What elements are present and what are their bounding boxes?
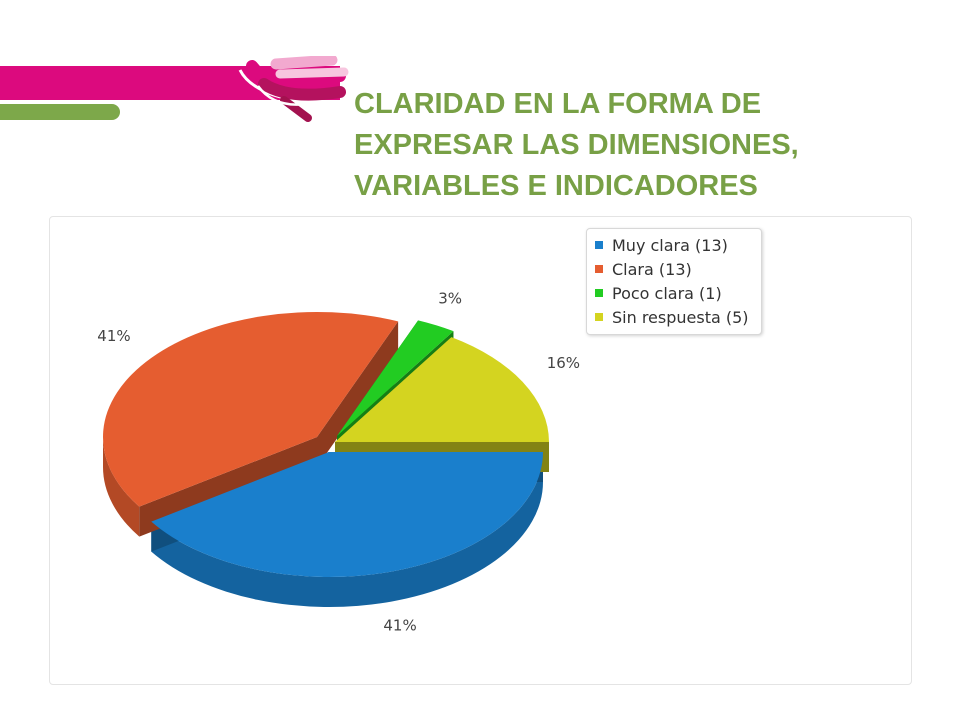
pie-slice-muy-clara bbox=[151, 452, 543, 577]
legend-item-sin-respuesta: Sin respuesta (5) bbox=[587, 305, 761, 329]
chart-legend: Muy clara (13) Clara (13) Poco clara (1)… bbox=[586, 228, 762, 335]
legend-label: Sin respuesta (5) bbox=[612, 307, 749, 327]
pie-label-sin-respuesta: 16% bbox=[547, 354, 580, 372]
legend-item-muy-clara: Muy clara (13) bbox=[587, 233, 761, 257]
legend-swatch bbox=[595, 313, 603, 321]
chart-panel: 41% 41% 3% 16% Muy clara (13) Clara (13) Po… bbox=[49, 216, 912, 685]
legend-label: Clara (13) bbox=[612, 259, 692, 279]
pie-label-clara: 41% bbox=[97, 327, 130, 345]
legend-item-poco-clara: Poco clara (1) bbox=[587, 281, 761, 305]
legend-swatch bbox=[595, 289, 603, 297]
title-line-1: CLARIDAD EN LA FORMA DE bbox=[354, 88, 762, 120]
pie-side-muy-clara bbox=[151, 452, 543, 607]
legend-label: Muy clara (13) bbox=[612, 235, 728, 255]
slide-title: CLARIDAD EN LA FORMA DE EXPRESAR LAS DIM… bbox=[354, 84, 914, 207]
header-green-bar bbox=[0, 104, 120, 120]
title-line-3: VARIABLES E INDICADORES bbox=[354, 170, 758, 202]
pie-side-clara bbox=[103, 437, 140, 537]
pie-label-muy-clara: 41% bbox=[383, 616, 416, 634]
legend-item-clara: Clara (13) bbox=[587, 257, 761, 281]
pie-slice-poco-clara bbox=[337, 320, 454, 436]
pie-slice-sin-respuesta bbox=[335, 337, 549, 442]
pie-chart: 41% 41% 3% 16% bbox=[97, 290, 580, 635]
pie-side-clara-edge bbox=[317, 321, 399, 467]
legend-swatch bbox=[595, 241, 603, 249]
legend-label: Poco clara (1) bbox=[612, 283, 722, 303]
title-line-2: EXPRESAR LAS DIMENSIONES, bbox=[354, 129, 799, 161]
pie-label-poco-clara: 3% bbox=[438, 290, 462, 308]
pie-slice-clara bbox=[102, 312, 399, 507]
hands-logo-icon bbox=[238, 56, 349, 122]
legend-swatch bbox=[595, 265, 603, 273]
